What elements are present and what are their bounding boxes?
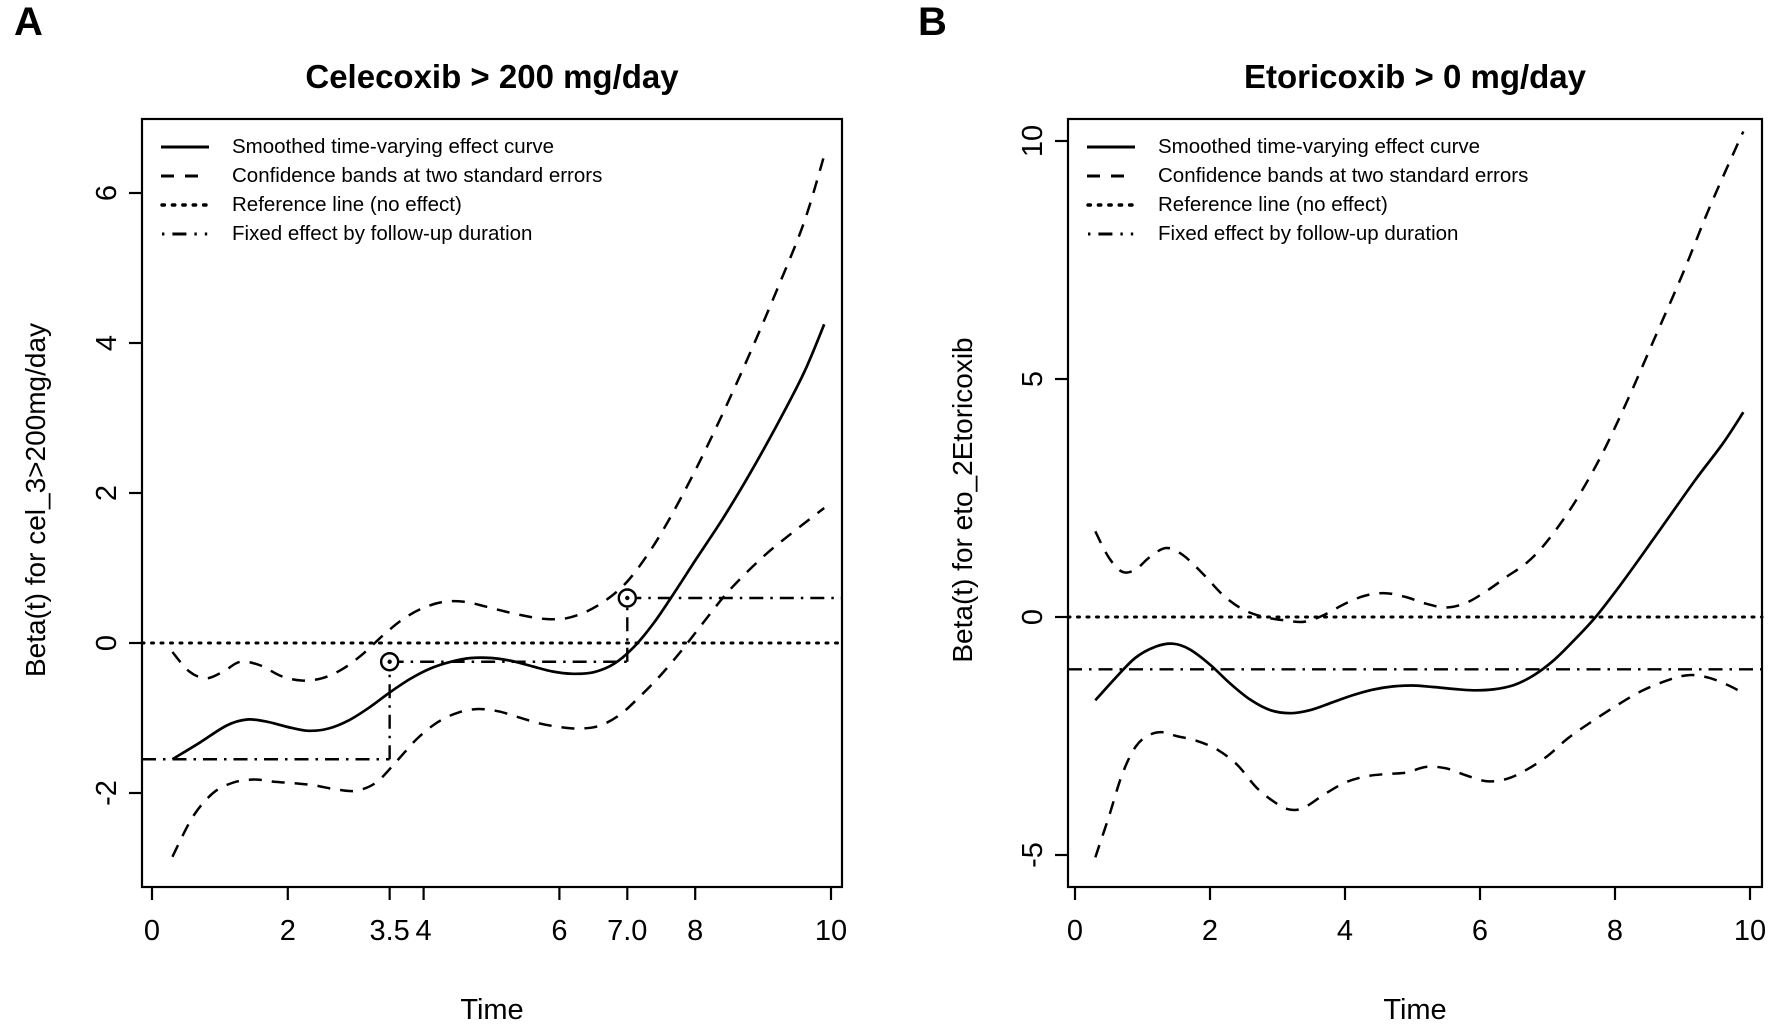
panel-b-legend: Smoothed time-varying effect curve Confi…: [1086, 132, 1528, 248]
x-tick-label: 0: [144, 915, 160, 947]
legend-item-label: Fixed effect by follow-up duration: [232, 221, 533, 245]
jump-marker-dot: [387, 659, 392, 664]
legend-key-dashdot-line: [1088, 232, 1135, 235]
x-tick-label: 4: [416, 915, 432, 947]
panel-b-title: Etoricoxib > 0 mg/day: [1243, 58, 1587, 95]
legend-item: Smoothed time-varying effect curve: [1086, 132, 1528, 161]
panel-b-letter: B: [918, 0, 947, 44]
plot-box: [140, 117, 844, 889]
y-tick-label: 6: [91, 185, 123, 201]
legend-item: Confidence bands at two standard errors: [160, 161, 602, 190]
legend-item-label: Confidence bands at two standard errors: [1158, 163, 1529, 187]
panel-b-plot: 0 2 4 6 8 10 10 5 0 -5: [1017, 117, 1766, 947]
y-tick-label: -5: [1017, 842, 1049, 868]
legend-key-dashed-line: [1087, 174, 1135, 177]
legend-key-solid-line: [161, 145, 209, 148]
legend-key-dotted-line: [1086, 202, 1136, 207]
legend-key-solid-line: [1087, 145, 1135, 148]
x-tick-label: 0: [1067, 915, 1083, 947]
confidence-band-upper: [1094, 130, 1745, 624]
x-tick-label: 4: [1337, 915, 1353, 947]
x-tick-label: 10: [815, 915, 847, 947]
panel-b-y-axis-label: Beta(t) for eto_2Etoricoxib: [947, 337, 978, 663]
confidence-band-lower: [1094, 673, 1744, 858]
x-tick-label: 2: [1202, 915, 1218, 947]
legend-item-label: Fixed effect by follow-up duration: [1158, 221, 1459, 245]
x-tick-label: 7.0: [607, 915, 647, 947]
x-tick-label: 6: [1472, 915, 1488, 947]
y-tick-label: 10: [1017, 125, 1049, 157]
x-tick-label: 6: [551, 915, 567, 947]
effect-curve: [171, 323, 826, 761]
legend-item-label: Smoothed time-varying effect curve: [232, 134, 555, 158]
x-tick-label: 2: [280, 915, 296, 947]
legend-item: Fixed effect by follow-up duration: [1086, 219, 1528, 248]
y-tick-label: 0: [1017, 609, 1049, 625]
legend-key-dashdot-line: [162, 232, 209, 235]
x-tick-label: 8: [687, 915, 703, 947]
effect-curve: [1094, 411, 1745, 715]
legend-item-label: Confidence bands at two standard errors: [232, 163, 603, 187]
confidence-band-upper: [171, 155, 826, 682]
panel-a-title: Celecoxib > 200 mg/day: [305, 58, 679, 95]
plot-box: [1066, 117, 1764, 889]
y-tick-label: 2: [91, 485, 123, 501]
legend-key-dotted-line: [160, 202, 210, 207]
legend-item: Fixed effect by follow-up duration: [160, 219, 602, 248]
panel-a-y-axis-label: Beta(t) for cel_3>200mg/day: [20, 322, 51, 678]
jump-marker-dot: [625, 595, 630, 601]
panel-a-letter: A: [14, 0, 43, 44]
legend-item-label: Reference line (no effect): [1158, 192, 1388, 216]
panel-a-x-axis-label: Time: [460, 994, 524, 1026]
confidence-band-lower: [171, 507, 825, 858]
legend-item: Smoothed time-varying effect curve: [160, 132, 602, 161]
legend-item: Confidence bands at two standard errors: [1086, 161, 1528, 190]
legend-item: Reference line (no effect): [1086, 190, 1528, 219]
panel-a-legend: Smoothed time-varying effect curve Confi…: [160, 132, 602, 248]
panel-b-x-axis-label: Time: [1383, 994, 1447, 1026]
y-tick-label: 0: [91, 635, 123, 651]
y-tick-label: -2: [91, 780, 123, 806]
x-tick-label: 3.5: [369, 915, 409, 947]
legend-item-label: Reference line (no effect): [232, 192, 462, 216]
legend-item-label: Smoothed time-varying effect curve: [1158, 134, 1481, 158]
legend-item: Reference line (no effect): [160, 190, 602, 219]
legend-key-dashed-line: [161, 174, 209, 177]
x-tick-label: 10: [1734, 915, 1766, 947]
y-tick-label: 5: [1017, 371, 1049, 387]
x-tick-label: 8: [1607, 915, 1623, 947]
y-tick-label: 4: [91, 335, 123, 351]
